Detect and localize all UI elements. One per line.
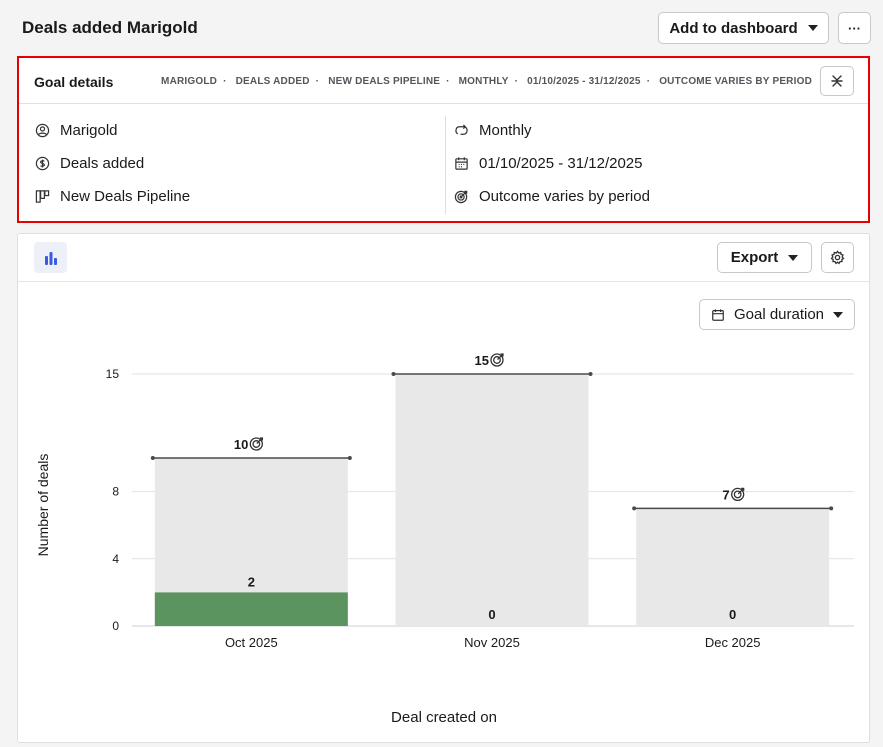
collapse-icon <box>831 75 843 87</box>
y-tick-label: 15 <box>106 367 120 381</box>
chart-settings-button[interactable] <box>821 242 854 273</box>
summary-interval: MONTHLY <box>458 76 509 87</box>
goal-line-end <box>150 456 155 460</box>
page-title: Deals added Marigold <box>22 18 198 37</box>
bar-chart: 0 4 8 15 10 2 Oct 2025 15 0 Nov 2025 7 0 Dec 2025 Dea… <box>35 353 854 726</box>
goal-summary: MARIGOLD · DEALS ADDED · NEW DEALS PIPELIN… <box>161 76 812 87</box>
export-label: Export <box>730 249 779 266</box>
x-tick-label: Oct 2025 <box>225 635 278 650</box>
chevron-down-icon <box>788 254 799 261</box>
summary-duration: 01/10/2025 - 31/12/2025 <box>527 76 641 87</box>
assignee-value: Marigold <box>60 122 118 139</box>
goal-details-header: Goal details MARIGOLD · DEALS ADDED · NEW … <box>19 58 868 104</box>
dollar-circle-icon <box>35 156 50 171</box>
chevron-down-icon <box>807 25 818 31</box>
value-label: 0 <box>729 607 736 622</box>
y-tick-label: 4 <box>112 552 119 566</box>
more-icon: ··· <box>848 20 861 36</box>
detail-duration: 01/10/2025 - 31/12/2025 <box>454 155 642 172</box>
goal-line-end <box>588 372 593 376</box>
detail-interval: Monthly <box>454 122 532 139</box>
value-label: 0 <box>488 607 495 622</box>
period-select[interactable]: Goal duration <box>699 299 855 330</box>
x-tick-label: Nov 2025 <box>464 635 520 650</box>
more-options-button[interactable]: ··· <box>838 12 871 44</box>
achieved-bar <box>154 592 348 626</box>
target-icon <box>454 190 468 204</box>
detail-pipeline: New Deals Pipeline <box>35 188 190 205</box>
goal-bar <box>395 374 589 626</box>
summary-type: DEALS ADDED <box>235 76 310 87</box>
calendar-icon <box>712 308 724 321</box>
goal-details-panel: Goal details MARIGOLD · DEALS ADDED · NEW … <box>17 56 870 223</box>
bar-chart-icon <box>44 251 57 265</box>
add-to-dashboard-label: Add to dashboard <box>669 19 798 37</box>
y-tick-label: 0 <box>112 619 119 633</box>
target-icon <box>731 487 745 502</box>
summary-pipeline: NEW DEALS PIPELINE <box>328 76 441 87</box>
goal-label: 15 <box>475 353 489 368</box>
pipeline-value: New Deals Pipeline <box>60 188 191 205</box>
goal-details-title: Goal details <box>34 74 114 90</box>
period-select-label: Goal duration <box>733 306 825 323</box>
duration-value: 01/10/2025 - 31/12/2025 <box>479 155 643 172</box>
goal-line-end <box>829 506 834 511</box>
chart-toolbar: Export <box>18 234 869 282</box>
summary-outcome: OUTCOME VARIES BY PERIOD <box>659 76 812 87</box>
y-axis-label: Number of deals <box>35 454 51 557</box>
user-circle-icon <box>35 123 50 138</box>
goal-label: 10 <box>234 437 248 452</box>
detail-outcome: Outcome varies by period <box>454 188 650 205</box>
goal-label: 7 <box>722 487 729 502</box>
y-tick-label: 8 <box>112 485 119 499</box>
goal-line-end <box>632 506 637 511</box>
detail-assignee: Marigold <box>35 122 118 139</box>
detail-type: Deals added <box>35 155 144 172</box>
outcome-value: Outcome varies by period <box>479 188 650 205</box>
x-tick-label: Dec 2025 <box>705 635 761 650</box>
goal-line-end <box>347 456 352 460</box>
value-label: 2 <box>248 574 255 589</box>
goal-details-divider <box>445 116 446 214</box>
interval-value: Monthly <box>479 122 532 139</box>
chart-type-button[interactable] <box>34 242 67 273</box>
summary-assignee: MARIGOLD <box>161 76 218 87</box>
calendar-icon <box>455 157 468 170</box>
pipeline-icon <box>35 190 50 203</box>
export-button[interactable]: Export <box>717 242 812 273</box>
target-icon <box>490 353 504 367</box>
goal-bar <box>636 508 830 626</box>
add-to-dashboard-button[interactable]: Add to dashboard <box>658 12 829 44</box>
gear-icon <box>830 250 845 265</box>
repeat-icon <box>455 124 468 135</box>
collapse-goal-button[interactable] <box>820 66 854 96</box>
chart-panel: Export Goal duration 0 4 8 15 10 2 Oct 2025 15 0… <box>17 233 870 743</box>
x-axis-label: Deal created on <box>391 709 497 726</box>
chevron-down-icon <box>833 311 844 318</box>
target-icon <box>249 437 263 451</box>
type-value: Deals added <box>60 155 145 172</box>
goal-line-end <box>391 372 396 376</box>
